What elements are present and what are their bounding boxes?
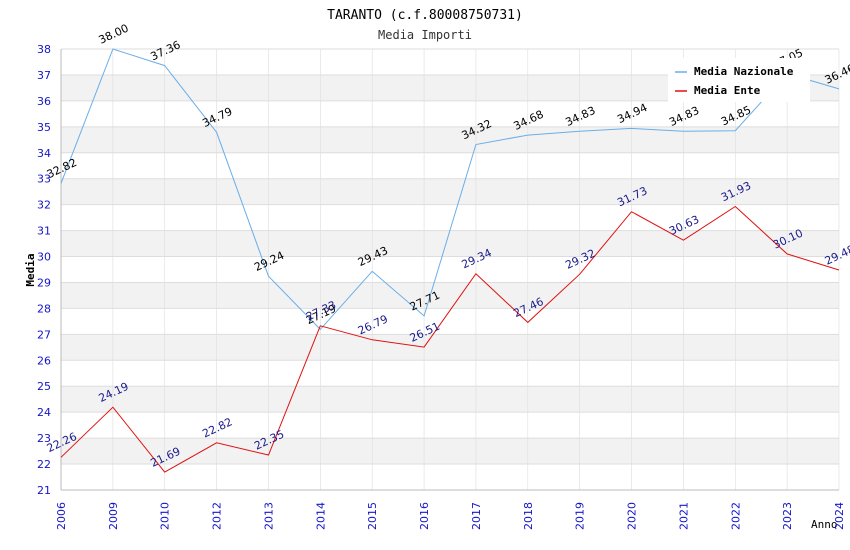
band <box>61 230 839 257</box>
y-tick-label: 37 <box>37 69 51 82</box>
y-tick-label: 29 <box>37 276 51 289</box>
legend-label-nazionale: Media Nazionale <box>694 65 794 78</box>
x-tick-label: 2017 <box>470 502 483 530</box>
series-line-nazionale <box>60 48 840 331</box>
band <box>61 334 839 361</box>
y-tick-label: 25 <box>37 380 51 393</box>
x-tick-labels: 2006 2009 2010 2012 2013 2014 2015 2016 2017 2018… <box>55 502 846 530</box>
x-tick-label: 2012 <box>211 502 224 530</box>
data-label: 34.85 <box>719 103 753 128</box>
legend-label-ente: Media Ente <box>694 84 761 97</box>
y-tick-label: 30 <box>37 251 51 264</box>
x-axis-label: Anno <box>811 518 838 531</box>
data-label: 22.82 <box>200 415 234 440</box>
band <box>61 178 839 205</box>
data-label: 37.36 <box>149 38 183 63</box>
data-label: 34.83 <box>563 104 597 129</box>
chart-subtitle: Media Importi <box>378 28 472 42</box>
y-tick-label: 36 <box>37 95 51 108</box>
background-bands <box>61 74 839 465</box>
x-tick-label: 2010 <box>159 502 172 530</box>
data-label: 26.79 <box>356 312 390 337</box>
y-tick-label: 26 <box>37 354 51 367</box>
x-tick-label: 2015 <box>366 502 379 530</box>
y-tick-label: 32 <box>37 199 51 212</box>
x-tick-label: 2022 <box>729 502 742 530</box>
y-tick-label: 31 <box>37 225 51 238</box>
y-tick-label: 21 <box>37 484 51 497</box>
x-tick-label: 2020 <box>626 502 639 530</box>
y-tick-label: 38 <box>37 43 51 56</box>
legend-box <box>668 58 810 102</box>
x-tick-label: 2006 <box>55 502 68 530</box>
y-tick-label: 33 <box>37 173 51 186</box>
x-tick-label: 2016 <box>418 502 431 530</box>
data-label: 34.83 <box>667 104 701 129</box>
y-tick-label: 22 <box>37 458 51 471</box>
x-tick-label: 2013 <box>262 502 275 530</box>
chart-title: TARANTO (c.f.80008750731) <box>327 8 523 23</box>
x-tick-label: 2023 <box>781 502 794 530</box>
y-tick-labels: 21 22 23 24 25 26 27 28 29 30 31 32 33 34 35 36 37 38 <box>37 43 51 497</box>
band <box>61 438 839 465</box>
y-tick-label: 27 <box>37 328 51 341</box>
series-lines <box>60 48 840 473</box>
x-tick-label: 2021 <box>677 502 690 530</box>
data-label: 34.94 <box>615 101 649 126</box>
x-tick-label: 2014 <box>314 502 327 530</box>
data-label: 38.00 <box>97 22 131 47</box>
y-tick-label: 23 <box>37 432 51 445</box>
series-line-ente <box>60 205 840 473</box>
y-tick-label: 28 <box>37 302 51 315</box>
legend: Media Nazionale Media Ente <box>668 58 810 102</box>
y-tick-label: 24 <box>37 406 51 419</box>
x-tick-label: 2018 <box>522 502 535 530</box>
y-tick-label: 35 <box>37 121 51 134</box>
band <box>61 282 839 309</box>
band <box>61 386 839 413</box>
y-tick-label: 34 <box>37 147 51 160</box>
x-tick-label: 2024 <box>833 502 846 530</box>
y-axis-label: Media <box>24 253 37 286</box>
x-tick-label: 2009 <box>107 502 120 530</box>
x-tick-label: 2019 <box>574 502 587 530</box>
data-label: 34.79 <box>200 105 234 130</box>
